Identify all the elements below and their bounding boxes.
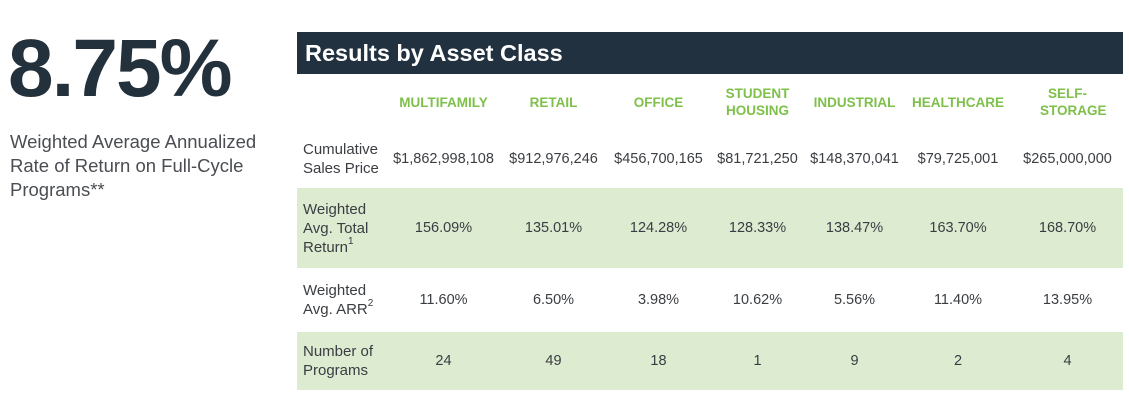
results-table: MULTIFAMILY RETAIL OFFICE STUDENT HOUSIN…: [297, 74, 1123, 390]
panel-title: Results by Asset Class: [297, 32, 1123, 74]
table-cell: 18: [607, 332, 710, 390]
row-label-header: [297, 74, 387, 130]
footnote-marker: 2: [367, 298, 374, 309]
table-cell: 11.40%: [933, 292, 983, 308]
column-header-multifamily: MULTIFAMILY: [399, 94, 488, 110]
table-cell: 156.09%: [387, 188, 500, 268]
column-header-office: OFFICE: [633, 94, 684, 110]
column-header-self-storage: SELF-STORAGE: [1040, 86, 1107, 118]
table-cell: 1: [710, 332, 805, 390]
table-row: Weighted Avg. Total Return1 156.09% 135.…: [297, 188, 1123, 268]
table-cell: 4: [1012, 332, 1123, 390]
table-cell: 49: [500, 332, 607, 390]
table-row: Weighted Avg. ARR2 11.60% 6.50% 3.98% 10…: [297, 268, 1123, 332]
row-label: Cumulative Sales Price: [297, 130, 387, 188]
table-cell: 138.47%: [805, 188, 904, 268]
column-header-student-housing: STUDENT HOUSING: [725, 86, 790, 118]
table-cell: 10.62%: [732, 292, 783, 308]
table-cell: 6.50%: [532, 292, 575, 308]
table-cell: 5.56%: [833, 292, 876, 308]
table-cell: $912,976,246: [509, 151, 598, 167]
row-label-text: Weighted Avg. ARR: [303, 282, 368, 318]
table-cell: $148,370,041: [810, 151, 899, 167]
column-header-healthcare: HEALTHCARE: [912, 94, 1004, 110]
table-cell: 9: [805, 332, 904, 390]
table-cell: 13.95%: [1042, 292, 1093, 308]
row-label-text: Weighted Avg. Total Return: [303, 200, 369, 256]
footnote-marker: 1: [348, 235, 354, 247]
table-cell: 2: [904, 332, 1012, 390]
table-cell: $81,721,250: [717, 151, 798, 167]
annualized-return-rate: 8.75%: [8, 23, 233, 114]
column-header-industrial: INDUSTRIAL: [813, 94, 896, 110]
results-panel: Results by Asset Class MULTIFAMILY RETAI…: [297, 32, 1123, 390]
table-cell: $265,000,000: [1023, 151, 1112, 167]
row-label-text: Number of Programs: [303, 343, 374, 379]
row-label-text: Cumulative Sales Price: [303, 141, 379, 177]
table-cell: 24: [387, 332, 500, 390]
annualized-return-caption: Weighted Average Annualized Rate of Retu…: [10, 131, 257, 200]
row-label: Number of Programs: [297, 332, 387, 390]
column-header-row: MULTIFAMILY RETAIL OFFICE STUDENT HOUSIN…: [297, 74, 1123, 130]
table-row: Number of Programs 24 49 18 1 9 2 4: [297, 332, 1123, 390]
table-cell: $456,700,165: [614, 151, 703, 167]
table-cell: $1,862,998,108: [393, 151, 494, 167]
table-cell: 135.01%: [500, 188, 607, 268]
table-row: Cumulative Sales Price $1,862,998,108 $9…: [297, 130, 1123, 188]
table-cell: 124.28%: [607, 188, 710, 268]
table-cell: 163.70%: [904, 188, 1012, 268]
table-cell: 168.70%: [1012, 188, 1123, 268]
row-label: Weighted Avg. Total Return1: [297, 188, 387, 268]
summary-block: 8.75% Weighted Average Annualized Rate o…: [8, 23, 290, 202]
column-header-retail: RETAIL: [529, 94, 578, 110]
table-cell: 11.60%: [419, 292, 468, 308]
row-label: Weighted Avg. ARR2: [297, 268, 387, 332]
table-cell: $79,725,001: [917, 151, 999, 167]
table-cell: 3.98%: [637, 292, 680, 308]
table-cell: 128.33%: [710, 188, 805, 268]
